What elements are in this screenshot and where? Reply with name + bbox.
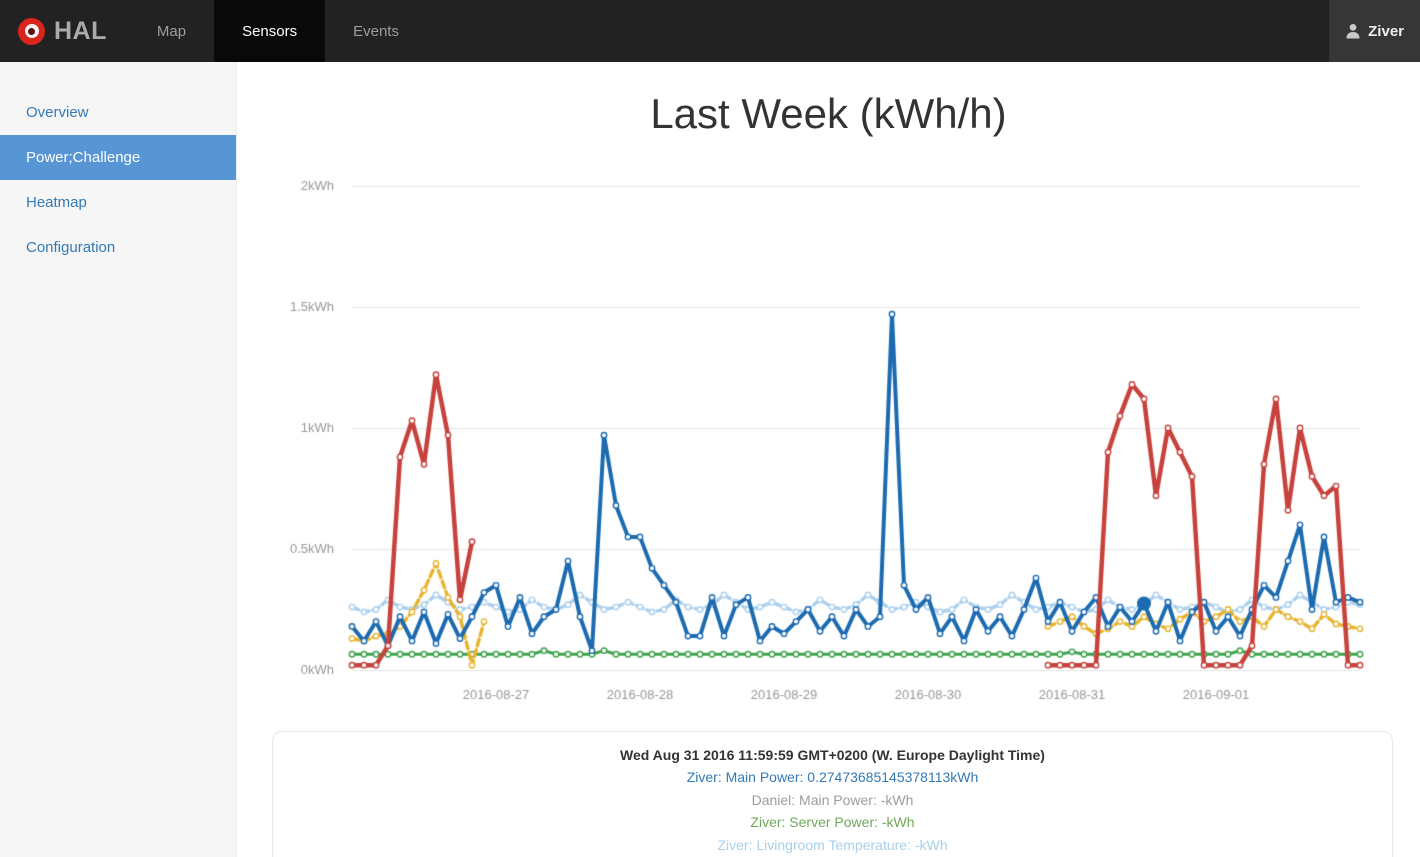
user-menu[interactable]: Ziver [1329,0,1420,62]
sidebar-item-power-challenge[interactable]: Power;Challenge [0,135,236,180]
tooltip-timestamp: Wed Aug 31 2016 11:59:59 GMT+0200 (W. Eu… [620,747,1045,763]
tooltip-row-3: Ziver: Livingroom Temperature: -kWh [717,836,948,853]
tooltip-row-2: Ziver: Server Power: -kWh [750,814,915,830]
sidebar-item-overview[interactable]: Overview [26,104,89,121]
tooltip-row-1: Daniel: Main Power: -kWh [751,791,914,808]
username-label: Ziver [1368,22,1404,40]
brand[interactable]: HAL [0,0,129,62]
sidebar: Overview Power;Challenge Heatmap Configurat… [0,62,237,857]
hal-target-icon [18,17,45,45]
page-title: Last Week (kWh/h) [650,90,1007,137]
tooltip-row-0: Ziver: Main Power: 0.27473685145378113kW… [686,769,979,785]
sidebar-item-configuration[interactable]: Configuration [26,239,116,256]
weekly-power-chart[interactable] [237,160,1420,720]
sidebar-item-heatmap[interactable]: Heatmap [26,194,87,211]
chart-tooltip-panel: Wed Aug 31 2016 11:59:59 GMT+0200 (W. Eu… [272,731,1393,857]
tooltip-rows: Ziver: Main Power: 0.27473685145378113kW… [273,766,1392,856]
nav-tab-events[interactable]: Events [353,22,399,40]
nav-tab-sensors[interactable]: Sensors [214,0,326,62]
nav-tab-map[interactable]: Map [156,22,187,40]
navbar-tabs: Map Sensors Events [129,0,427,62]
brand-title: HAL [54,16,107,45]
main-content: Last Week (kWh/h) Wed Aug 31 2016 11:59:… [237,62,1420,857]
top-navbar: HAL Map Sensors Events Ziver [0,0,1420,62]
user-icon [1346,24,1360,39]
